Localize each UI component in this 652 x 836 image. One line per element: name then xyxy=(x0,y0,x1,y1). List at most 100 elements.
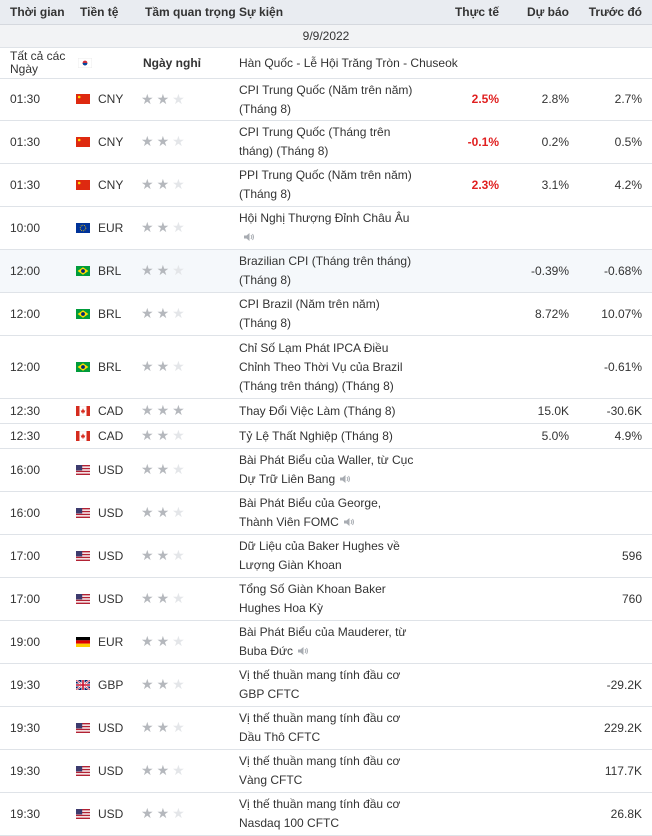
event-actual xyxy=(422,292,509,336)
holiday-event[interactable]: Hàn Quốc - Lễ Hội Trăng Tròn - Chuseok xyxy=(237,47,652,79)
event-row[interactable]: 19:30 USD ★ ★ ★ Vị thế thuần mang tính đầu cơ… xyxy=(0,749,652,793)
event-title[interactable]: Vị thế thuần mang tính đầu cơ Nasdaq 100… xyxy=(239,797,401,830)
star-empty-icon: ★ xyxy=(172,719,185,735)
star-empty-icon: ★ xyxy=(172,262,185,278)
event-row[interactable]: 12:30 CAD ★ ★ ★ Tỷ Lệ Thất Nghiệp (Tháng 8) 5.… xyxy=(0,423,652,449)
event-title[interactable]: Dữ Liệu của Baker Hughes về Lượng Giàn K… xyxy=(239,539,400,572)
event-row[interactable]: 12:00 BRL ★ ★ ★ CPI Brazil (Năm trên năm) (Th… xyxy=(0,292,652,336)
event-actual xyxy=(422,577,509,621)
star-filled-icon: ★ xyxy=(141,547,154,563)
star-filled-icon: ★ xyxy=(141,762,154,778)
currency-code: CAD xyxy=(98,403,124,418)
event-name[interactable]: Vị thế thuần mang tính đầu cơ Dầu Thô CF… xyxy=(237,706,422,750)
event-name[interactable]: Vị thế thuần mang tính đầu cơ Nasdaq 100… xyxy=(237,792,422,836)
event-forecast xyxy=(509,577,579,621)
event-time: 19:30 xyxy=(0,792,70,836)
event-title[interactable]: Brazilian CPI (Tháng trên tháng) (Tháng … xyxy=(239,254,412,287)
event-row[interactable]: 12:30 CAD ★ ★ ★ Thay Đổi Việc Làm (Tháng 8) 15… xyxy=(0,398,652,424)
event-row[interactable]: 12:00 BRL ★ ★ ★ Brazilian CPI (Tháng trên thá… xyxy=(0,249,652,293)
col-header-time[interactable]: Thời gian xyxy=(0,0,70,25)
event-title[interactable]: CPI Trung Quốc (Tháng trên tháng) (Tháng… xyxy=(239,125,391,158)
col-header-currency[interactable]: Tiền tệ xyxy=(70,0,135,25)
event-title[interactable]: Tổng Số Giàn Khoan Baker Hughes Hoa Kỳ xyxy=(239,582,386,615)
speaker-icon xyxy=(297,643,309,655)
star-empty-icon: ★ xyxy=(172,590,185,606)
col-header-forecast[interactable]: Dự báo xyxy=(509,0,579,25)
event-title[interactable]: Hội Nghị Thượng Đỉnh Châu Âu xyxy=(239,211,410,225)
event-title[interactable]: CPI Trung Quốc (Năm trên năm) (Tháng 8) xyxy=(239,82,413,116)
event-previous: 0.5% xyxy=(579,120,652,164)
event-name[interactable]: Hội Nghị Thượng Đỉnh Châu Âu xyxy=(237,206,422,250)
event-name[interactable]: Tỷ Lệ Thất Nghiệp (Tháng 8) xyxy=(237,423,422,449)
flag-cn-icon xyxy=(76,134,90,147)
event-row[interactable]: 01:30 CNY ★ ★ ★ CPI Trung Quốc (Tháng trên th… xyxy=(0,120,652,164)
star-empty-icon: ★ xyxy=(172,676,185,692)
event-name[interactable]: Vị thế thuần mang tính đầu cơ Vàng CFTC xyxy=(237,749,422,793)
event-name[interactable]: Bài Phát Biểu của George, Thành Viên FOM… xyxy=(237,491,422,535)
event-title[interactable]: Vị thế thuần mang tính đầu cơ GBP CFTC xyxy=(239,668,401,701)
col-header-event[interactable]: Sự kiện xyxy=(237,0,422,25)
event-name[interactable]: PPI Trung Quốc (Năm trên năm) (Tháng 8) xyxy=(237,163,422,207)
event-name[interactable]: Brazilian CPI (Tháng trên tháng) (Tháng … xyxy=(237,249,422,293)
event-title[interactable]: Chỉ Số Lạm Phát IPCA Điều Chỉnh Theo Thờ… xyxy=(239,340,403,393)
currency-code: USD xyxy=(98,591,124,606)
event-importance: ★ ★ ★ xyxy=(135,292,237,336)
holiday-time: Tất cả các Ngày xyxy=(0,47,70,79)
holiday-row[interactable]: Tất cả các Ngày Ngày nghỉ Hàn Quốc - Lễ … xyxy=(0,47,652,79)
event-name[interactable]: CPI Brazil (Năm trên năm) (Tháng 8) xyxy=(237,292,422,336)
event-name[interactable]: Bài Phát Biểu của Waller, từ Cục Dự Trữ … xyxy=(237,448,422,492)
event-name[interactable]: Bài Phát Biểu của Mauderer, từ Buba Đức xyxy=(237,620,422,664)
star-empty-icon: ★ xyxy=(172,90,185,107)
currency-code: USD xyxy=(98,548,124,563)
star-filled-icon: ★ xyxy=(156,762,170,778)
event-row[interactable]: 19:00 EUR ★ ★ ★ Bài Phát Biểu của Mauderer, t… xyxy=(0,620,652,664)
event-time: 01:30 xyxy=(0,120,70,164)
event-row[interactable]: 17:00 USD ★ ★ ★ Tổng Số Giàn Khoan Baker Hugh… xyxy=(0,577,652,621)
star-empty-icon: ★ xyxy=(172,633,185,649)
event-title[interactable]: PPI Trung Quốc (Năm trên năm) (Tháng 8) xyxy=(239,168,412,201)
event-row[interactable]: 01:30 CNY ★ ★ ★ CPI Trung Quốc (Năm trên năm)… xyxy=(0,78,652,121)
event-row[interactable]: 10:00 EUR ★ ★ ★ Hội Nghị Thượng Đỉnh Châu Âu xyxy=(0,206,652,250)
event-row[interactable]: 12:00 BRL ★ ★ ★ Chỉ Số Lạm Phát IPCA Điều Chỉ… xyxy=(0,335,652,399)
flag-cn-icon xyxy=(76,91,90,104)
col-header-actual[interactable]: Thực tế xyxy=(422,0,509,25)
event-name[interactable]: Dữ Liệu của Baker Hughes về Lượng Giàn K… xyxy=(237,534,422,578)
currency-code: USD xyxy=(98,505,124,520)
flag-ca-icon xyxy=(75,428,91,441)
event-previous xyxy=(579,448,652,492)
importance-stars: ★ ★ ★ xyxy=(141,590,188,606)
event-name[interactable]: Chỉ Số Lạm Phát IPCA Điều Chỉnh Theo Thờ… xyxy=(237,335,422,399)
event-row[interactable]: 19:30 GBP ★ ★ ★ Vị thế thuần mang tính đầu cơ… xyxy=(0,663,652,707)
event-previous: 26.8K xyxy=(579,792,652,836)
star-filled-icon: ★ xyxy=(156,504,170,520)
event-currency: USD xyxy=(70,491,135,535)
event-title[interactable]: Bài Phát Biểu của Mauderer, từ Buba Đức xyxy=(239,625,407,658)
event-name[interactable]: CPI Trung Quốc (Tháng trên tháng) (Tháng… xyxy=(237,120,422,164)
event-row[interactable]: 19:30 USD ★ ★ ★ Vị thế thuần mang tính đầu cơ… xyxy=(0,706,652,750)
col-header-previous[interactable]: Trước đó xyxy=(579,0,652,25)
importance-stars: ★ ★ ★ xyxy=(141,262,188,278)
event-row[interactable]: 17:00 USD ★ ★ ★ Dữ Liệu của Baker Hughes về L… xyxy=(0,534,652,578)
event-name[interactable]: Vị thế thuần mang tính đầu cơ GBP CFTC xyxy=(237,663,422,707)
event-title[interactable]: Vị thế thuần mang tính đầu cơ Vàng CFTC xyxy=(239,754,401,787)
event-row[interactable]: 16:00 USD ★ ★ ★ Bài Phát Biểu của George, Thà… xyxy=(0,491,652,535)
star-filled-icon: ★ xyxy=(156,633,170,649)
event-name[interactable]: CPI Trung Quốc (Năm trên năm) (Tháng 8) xyxy=(237,78,422,121)
star-empty-icon: ★ xyxy=(172,133,185,149)
event-title[interactable]: Tỷ Lệ Thất Nghiệp (Tháng 8) xyxy=(239,428,393,443)
event-title[interactable]: Vị thế thuần mang tính đầu cơ Dầu Thô CF… xyxy=(239,711,401,744)
importance-stars: ★ ★ ★ xyxy=(141,805,188,821)
event-title[interactable]: CPI Brazil (Năm trên năm) (Tháng 8) xyxy=(239,297,380,330)
event-title[interactable]: Bài Phát Biểu của George, Thành Viên FOM… xyxy=(239,496,382,529)
event-title[interactable]: Thay Đổi Việc Làm (Tháng 8) xyxy=(239,403,396,418)
event-previous xyxy=(579,620,652,664)
event-title[interactable]: Bài Phát Biểu của Waller, từ Cục Dự Trữ … xyxy=(239,453,414,486)
event-row[interactable]: 01:30 CNY ★ ★ ★ PPI Trung Quốc (Năm trên năm)… xyxy=(0,163,652,207)
event-name[interactable]: Thay Đổi Việc Làm (Tháng 8) xyxy=(237,398,422,424)
event-name[interactable]: Tổng Số Giàn Khoan Baker Hughes Hoa Kỳ xyxy=(237,577,422,621)
event-forecast: 0.2% xyxy=(509,120,579,164)
event-row[interactable]: 19:30 USD ★ ★ ★ Vị thế thuần mang tính đầu cơ… xyxy=(0,792,652,836)
importance-stars: ★ ★ ★ xyxy=(141,305,188,321)
col-header-importance[interactable]: Tầm quan trọng xyxy=(135,0,237,25)
event-row[interactable]: 16:00 USD ★ ★ ★ Bài Phát Biểu của Waller, từ … xyxy=(0,448,652,492)
